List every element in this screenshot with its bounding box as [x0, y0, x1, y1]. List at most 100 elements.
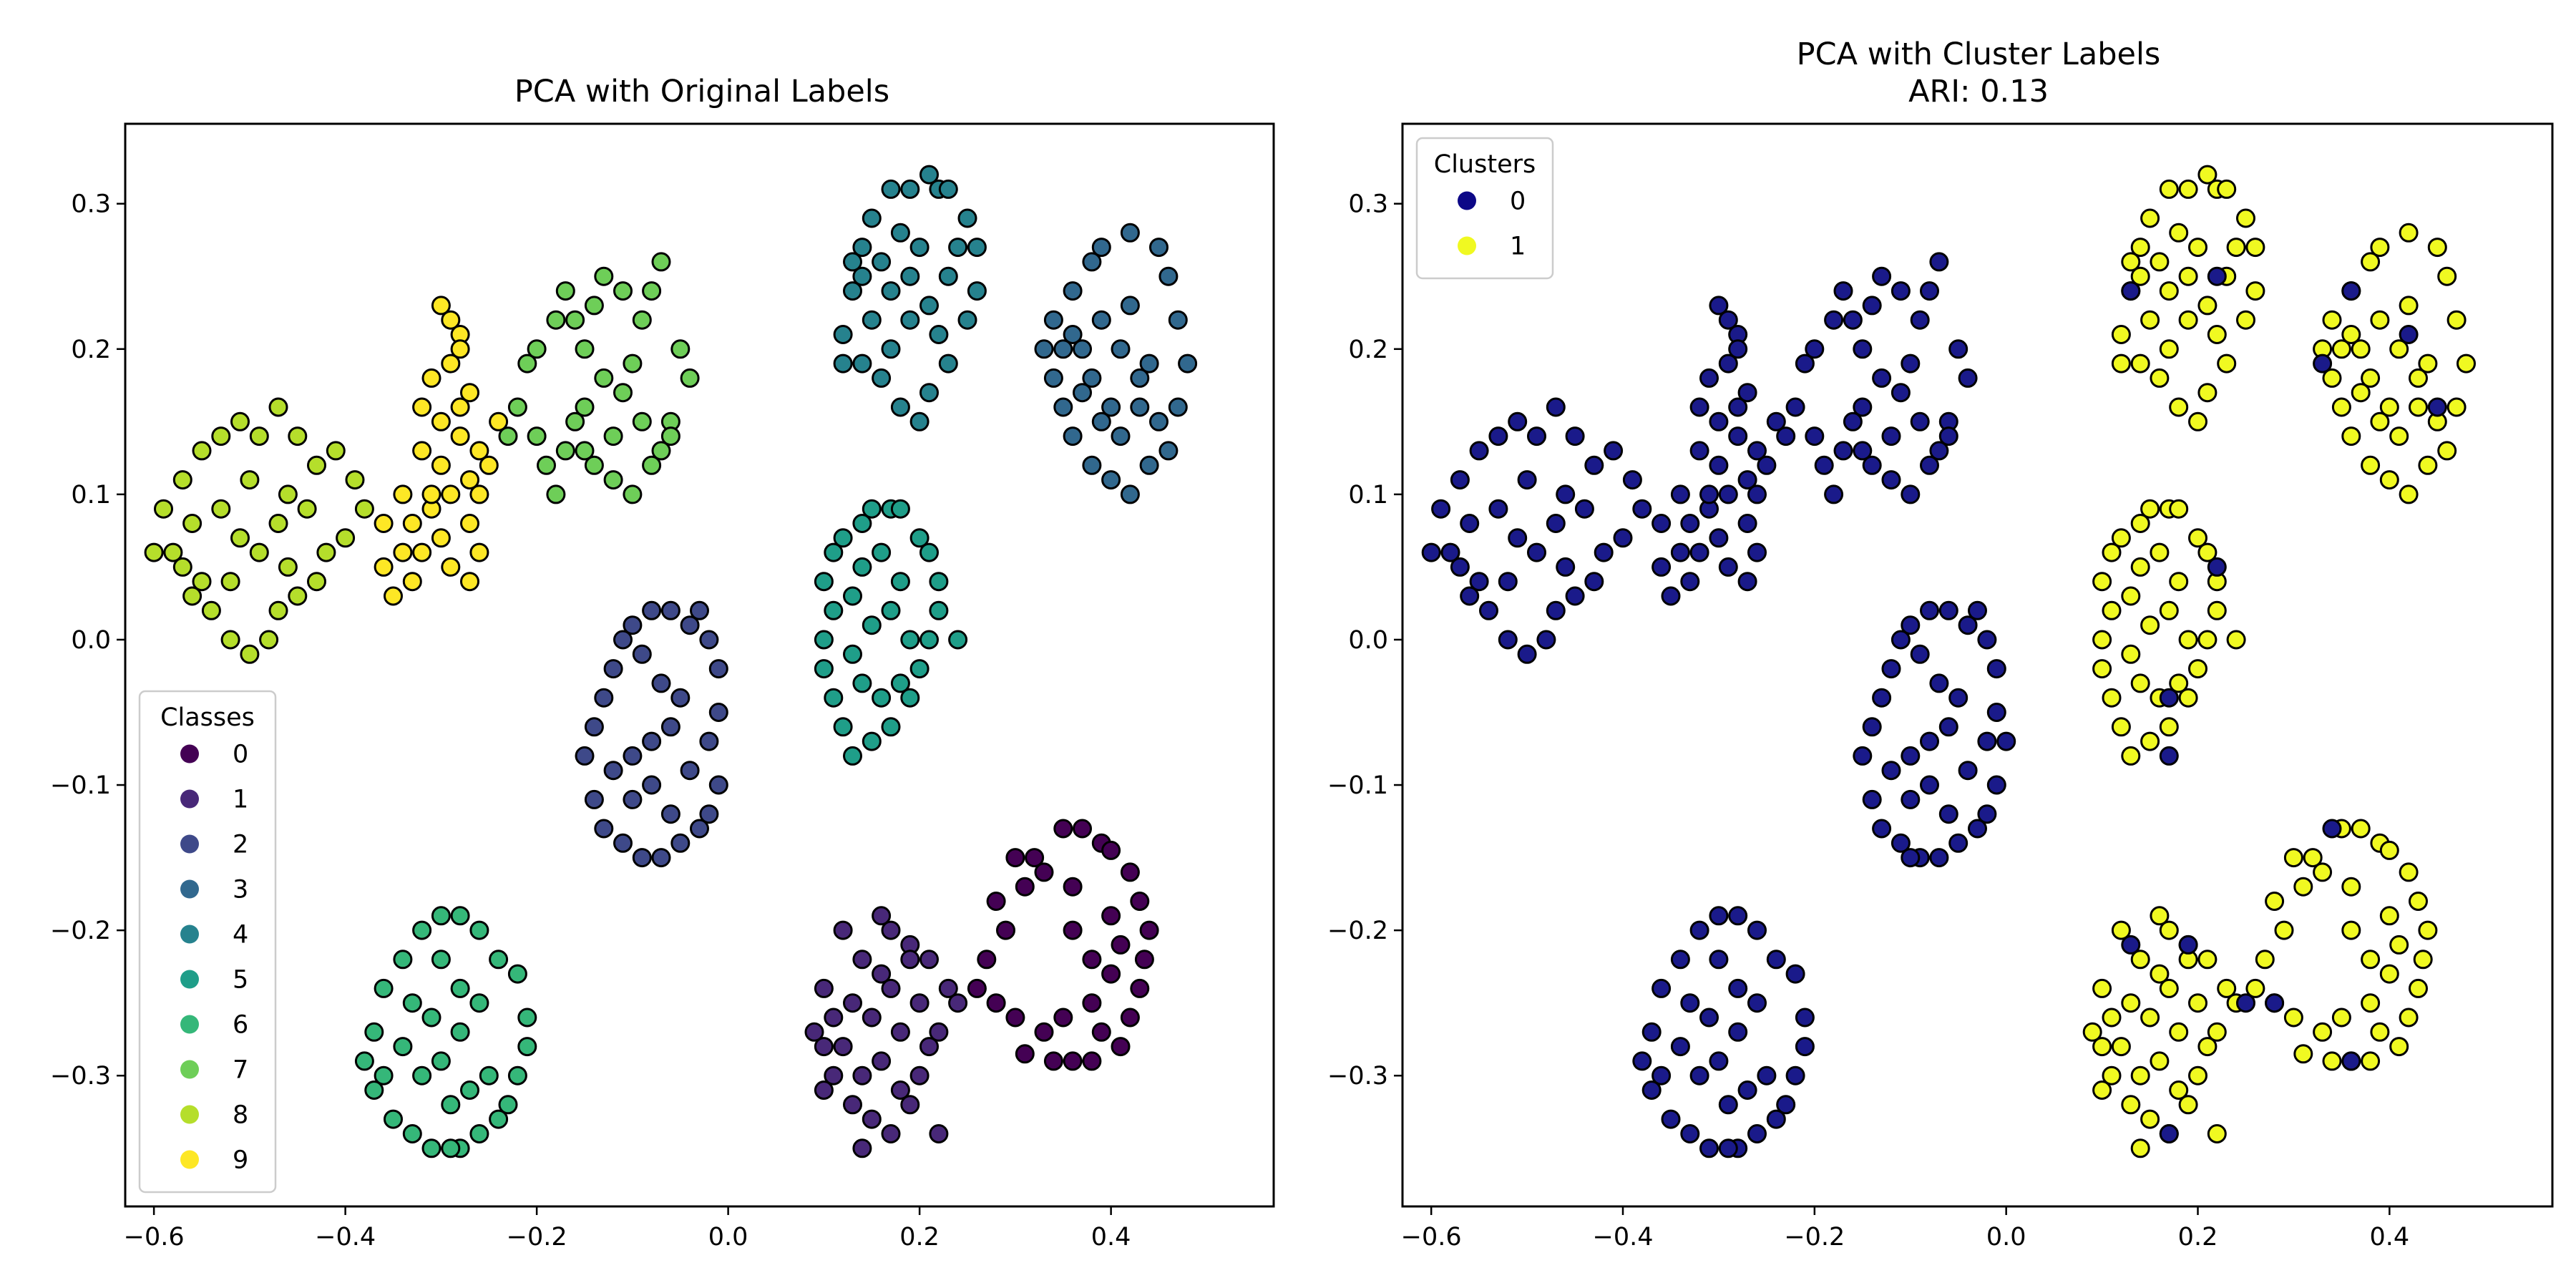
- point-class-6: [469, 993, 489, 1013]
- point-cluster-1: [2245, 238, 2265, 258]
- point-class-2: [594, 819, 614, 839]
- point-class-2: [690, 600, 709, 620]
- point-class-3: [1073, 339, 1092, 359]
- point-cluster-1: [2379, 470, 2399, 490]
- point-class-8: [201, 600, 221, 620]
- point-cluster-0: [1881, 761, 1901, 781]
- point-cluster-1: [2150, 964, 2170, 984]
- left-scatter-panel: PCA with Original Labels −0.6 −0.4 −0.2 0.0…: [50, 74, 1275, 1252]
- point-class-9: [421, 368, 441, 388]
- point-cluster-1: [2226, 630, 2246, 650]
- point-cluster-0: [1901, 789, 1921, 809]
- point-class-2: [584, 717, 604, 737]
- point-class-0: [1134, 950, 1154, 970]
- point-class-6: [489, 1109, 509, 1129]
- point-cluster-0: [1785, 397, 1805, 417]
- point-cluster-1: [2293, 877, 2313, 897]
- point-class-4: [852, 353, 872, 374]
- point-cluster-0: [1546, 600, 1566, 620]
- point-class-3: [1053, 339, 1073, 359]
- right-axes-frame: [1401, 122, 2554, 1208]
- point-cluster-1: [2092, 572, 2112, 592]
- point-cluster-0: [1737, 572, 1757, 592]
- point-class-4: [967, 281, 987, 301]
- point-class-1: [814, 1037, 834, 1057]
- point-class-9: [431, 528, 451, 548]
- point-cluster-0: [1853, 397, 1873, 417]
- point-class-4: [872, 368, 892, 388]
- point-class-6: [431, 950, 451, 970]
- point-cluster-0: [2322, 819, 2342, 839]
- point-cluster-0: [1460, 586, 1480, 606]
- point-class-5: [824, 688, 844, 708]
- point-cluster-0: [1680, 514, 1700, 533]
- point-class-2: [613, 630, 633, 650]
- point-cluster-1: [2265, 892, 2285, 911]
- point-class-8: [307, 572, 326, 592]
- point-class-9: [469, 484, 489, 504]
- point-cluster-1: [2370, 411, 2390, 431]
- point-class-1: [872, 1051, 892, 1071]
- point-cluster-1: [2409, 397, 2428, 417]
- point-cluster-0: [1901, 746, 1921, 766]
- point-class-2: [690, 819, 709, 839]
- point-cluster-0: [1862, 789, 1882, 809]
- point-class-1: [890, 1022, 910, 1042]
- point-cluster-0: [1479, 600, 1498, 620]
- point-cluster-0: [1488, 426, 1508, 447]
- point-class-4: [909, 411, 930, 431]
- point-cluster-0: [1986, 775, 2006, 795]
- point-class-0: [1043, 1051, 1063, 1071]
- point-class-6: [469, 920, 489, 940]
- point-class-7: [660, 426, 680, 447]
- point-cluster-0: [1517, 470, 1537, 490]
- point-class-3: [1111, 426, 1131, 447]
- point-cluster-1: [2418, 353, 2438, 374]
- point-cluster-1: [2159, 179, 2179, 199]
- point-cluster-0: [1910, 411, 1930, 431]
- point-class-5: [919, 630, 939, 650]
- point-class-8: [220, 572, 240, 592]
- point-cluster-1: [2437, 266, 2457, 286]
- point-cluster-1: [2178, 630, 2198, 650]
- point-cluster-0: [1833, 281, 1853, 301]
- point-cluster-0: [2207, 266, 2227, 286]
- point-cluster-1: [2130, 353, 2150, 374]
- point-class-2: [670, 688, 691, 708]
- point-cluster-0: [1527, 542, 1546, 562]
- point-class-5: [872, 688, 892, 708]
- point-class-7: [642, 281, 662, 301]
- point-cluster-0: [1469, 572, 1489, 592]
- point-class-2: [594, 688, 614, 708]
- point-class-0: [1139, 920, 1159, 940]
- point-cluster-0: [1718, 353, 1738, 374]
- point-class-8: [268, 397, 288, 417]
- point-cluster-0: [1872, 688, 1892, 708]
- point-class-9: [460, 514, 479, 533]
- point-class-7: [584, 455, 604, 475]
- point-cluster-0: [1958, 368, 1978, 388]
- point-cluster-0: [1689, 920, 1709, 940]
- point-cluster-0: [1938, 717, 1958, 737]
- point-cluster-0: [1670, 542, 1690, 562]
- point-cluster-1: [2130, 950, 2150, 970]
- point-cluster-0: [1785, 1065, 1805, 1085]
- point-cluster-0: [1718, 484, 1738, 504]
- point-cluster-0: [1795, 353, 1815, 374]
- y-tick-label: 0.1: [1348, 481, 1388, 509]
- point-cluster-1: [2413, 950, 2433, 970]
- point-cluster-0: [1977, 630, 1997, 650]
- point-cluster-1: [2092, 630, 2112, 650]
- legend-marker-5: [180, 970, 199, 989]
- point-cluster-0: [1556, 484, 1576, 504]
- point-class-8: [268, 514, 288, 533]
- point-class-0: [1101, 906, 1121, 926]
- point-cluster-0: [1757, 1065, 1777, 1085]
- point-class-8: [297, 499, 317, 519]
- point-class-2: [632, 644, 652, 664]
- point-class-6: [393, 950, 413, 970]
- point-cluster-0: [2178, 935, 2198, 955]
- left-axis-ticks: −0.6 −0.4 −0.2 0.0 0.2 0.4 −0.3 −0.2 −0.1 0.0 0.1 0…: [50, 190, 1131, 1252]
- point-cluster-0: [1498, 572, 1518, 592]
- legend-label-7: 7: [233, 1056, 248, 1085]
